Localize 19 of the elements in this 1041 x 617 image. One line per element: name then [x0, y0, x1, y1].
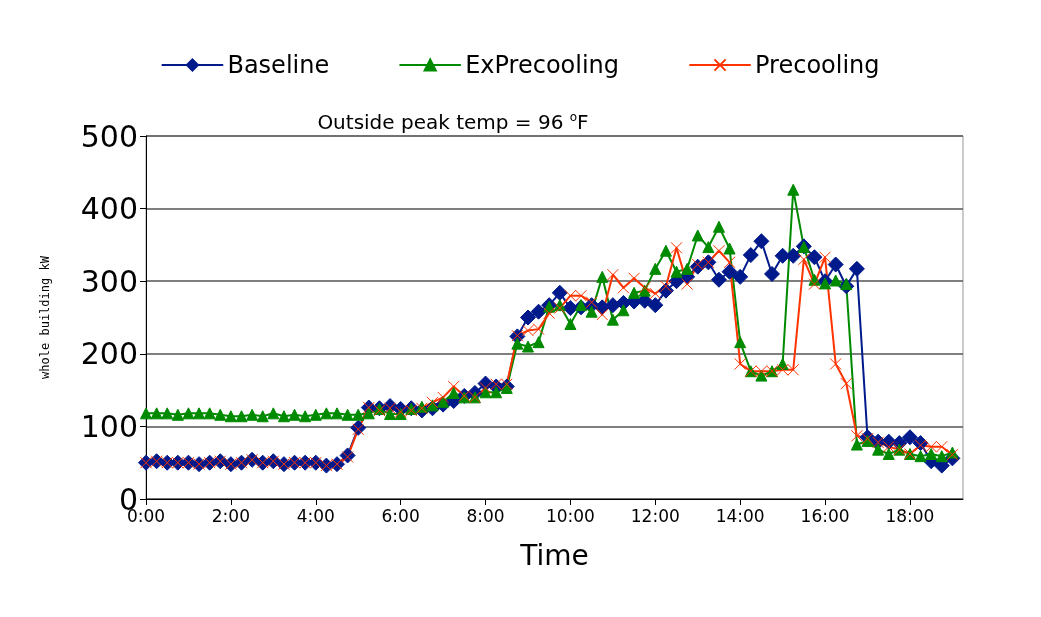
x-tick-label: 2:00: [211, 505, 250, 526]
y-axis-title: whole building kW: [38, 255, 52, 379]
y-tick-label: 400: [80, 191, 138, 227]
legend-label: Baseline: [227, 51, 330, 79]
legend-label: Precooling: [755, 51, 880, 79]
x-tick-label: 14:00: [715, 505, 765, 526]
x-tick-label: 12:00: [630, 505, 680, 526]
legend-label: ExPrecooling: [465, 51, 620, 79]
y-tick-label: 300: [80, 263, 138, 299]
x-tick-label: 6:00: [381, 505, 420, 526]
x-tick-label: 10:00: [545, 505, 595, 526]
y-tick-label: 100: [80, 408, 138, 444]
x-tick-label: 18:00: [885, 505, 935, 526]
x-axis-title: Time: [519, 538, 589, 572]
x-tick-label: 16:00: [800, 505, 850, 526]
y-tick-label: 200: [80, 336, 138, 372]
x-tick-label: 8:00: [466, 505, 505, 526]
x-tick-label: 4:00: [296, 505, 335, 526]
y-tick-label: 500: [80, 118, 138, 154]
